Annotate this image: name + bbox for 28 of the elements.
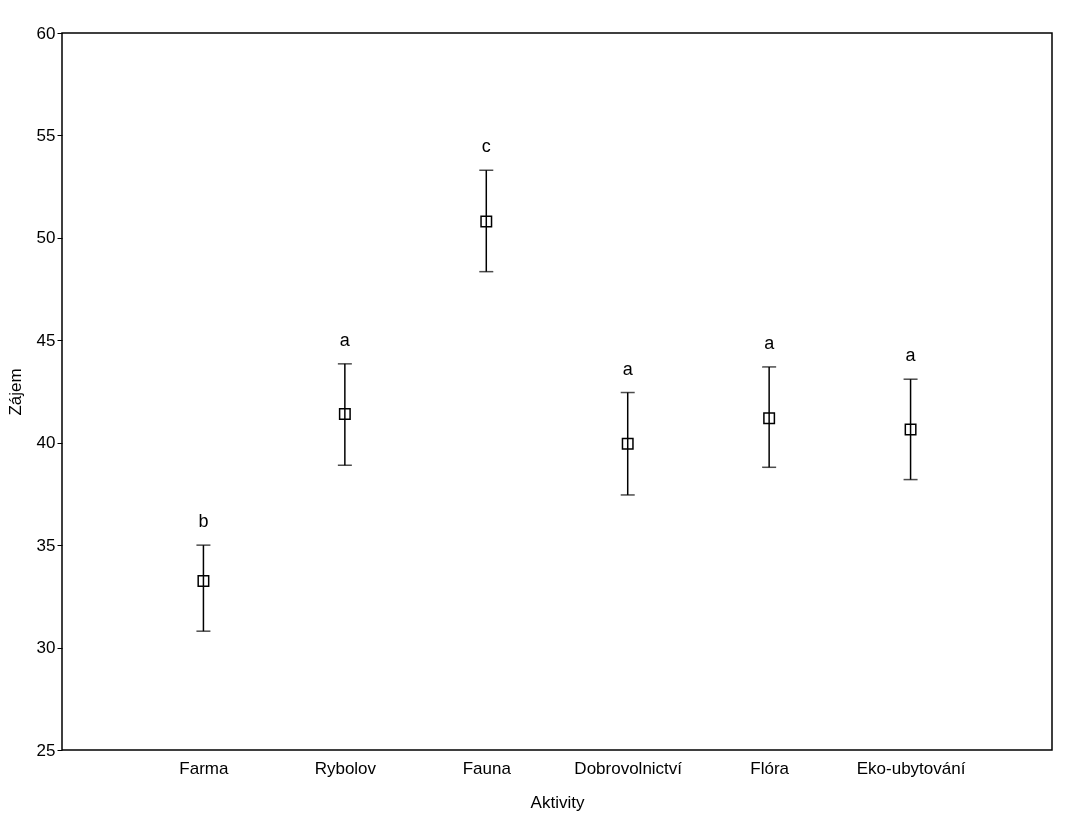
- x-tick-label: Dobrovolnictví: [574, 758, 683, 778]
- y-tick-label: 60: [36, 23, 56, 43]
- x-axis-title: Aktivity: [530, 792, 585, 812]
- y-tick-label: 35: [36, 535, 56, 555]
- y-tick-label: 55: [36, 125, 56, 145]
- x-tick-label: Rybolov: [314, 758, 377, 778]
- x-tick-label: Flóra: [750, 758, 790, 778]
- y-tick-label: 30: [36, 638, 56, 658]
- y-tick-label: 50: [36, 228, 56, 248]
- point: [621, 437, 634, 450]
- x-tick-label: Fauna: [462, 758, 512, 778]
- y-tick-label: 45: [36, 330, 56, 350]
- annotation: a: [764, 332, 776, 353]
- point: [480, 215, 493, 228]
- annotation: a: [339, 329, 351, 350]
- annotation: c: [481, 136, 491, 157]
- annotation: a: [622, 358, 634, 379]
- point: [338, 408, 351, 421]
- annotation: b: [198, 511, 209, 532]
- point: [763, 412, 776, 425]
- x-tick-label: Eko-ubytování: [856, 758, 966, 778]
- y-axis-title: Zájem: [5, 368, 25, 416]
- y-tick-label: 25: [36, 740, 56, 760]
- x-tick-label: Farma: [179, 758, 230, 778]
- annotation: a: [905, 345, 917, 366]
- point: [904, 423, 917, 436]
- y-tick-label: 40: [36, 433, 56, 453]
- point: [197, 575, 210, 587]
